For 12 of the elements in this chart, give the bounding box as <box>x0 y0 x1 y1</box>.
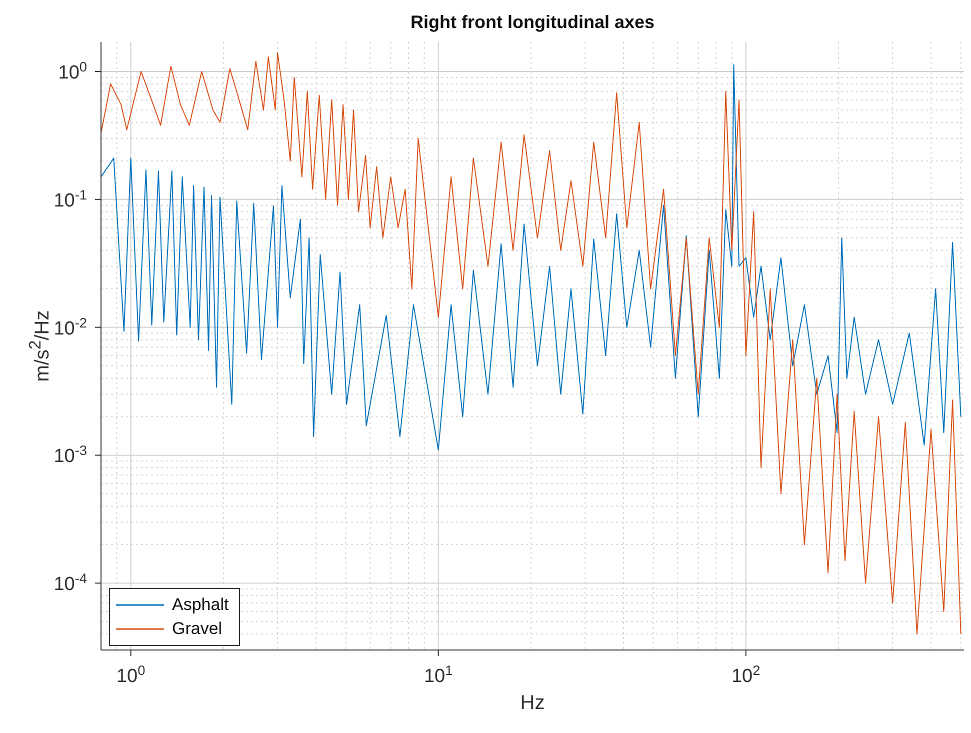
legend-label: Asphalt <box>172 594 229 616</box>
y-tick-label: 10$^{-1}$ <box>54 186 87 212</box>
x-tick-label: 10$^{0}$ <box>116 662 146 687</box>
y-tick-label: 10$^{-2}$ <box>54 314 87 340</box>
x-axis-title: Hz <box>519 692 546 715</box>
y-tick-label: 10$^{-3}$ <box>54 442 87 468</box>
y-tick-label: 10$^{-4}$ <box>54 570 88 596</box>
x-tick-label: 10$^{1}$ <box>424 662 453 687</box>
x-tick-label: 10$^{2}$ <box>732 662 760 687</box>
y-tick-label: 10$^{0}$ <box>58 58 88 84</box>
legend-label: Gravel <box>172 618 222 640</box>
chart-title: Right front longitudinal axes <box>410 12 656 33</box>
